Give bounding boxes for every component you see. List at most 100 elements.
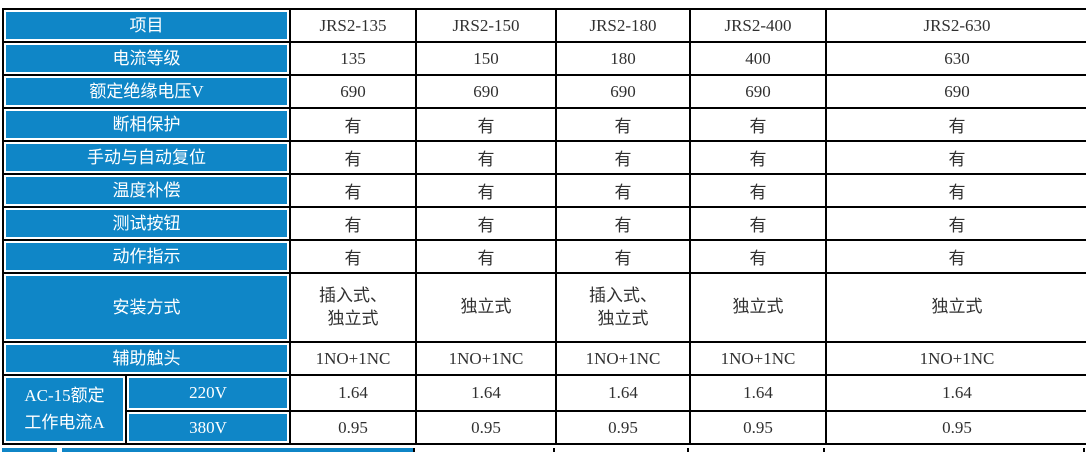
table-row: 额定绝缘电压V 690 690 690 690 690 <box>2 74 1086 109</box>
value-cell: 独立式 <box>415 272 557 343</box>
row-label: 测试按钮 <box>6 210 287 237</box>
value-cell: 有 <box>689 206 827 241</box>
table-row: 温度补偿 有 有 有 有 有 <box>2 173 1086 208</box>
row-label-cell: 手动与自动复位 <box>2 140 291 175</box>
value-cell: 有 <box>825 206 1086 241</box>
cutoff-border-stub <box>823 448 825 452</box>
value-cell: 有 <box>825 173 1086 208</box>
value-cell: 独立式 <box>689 272 827 343</box>
ac15-label-line1: AC-15额定 <box>24 385 105 405</box>
value-cell: 1.64 <box>555 374 691 412</box>
value-cell: 1NO+1NC <box>689 341 827 376</box>
value-cell: 690 <box>415 74 557 109</box>
value-cell: 有 <box>689 239 827 274</box>
value-cell: 有 <box>555 173 691 208</box>
value-cell: 690 <box>289 74 417 109</box>
cutoff-border-stub <box>687 448 689 452</box>
value-cell: 690 <box>689 74 827 109</box>
ac15-group-label-cell: AC-15额定 工作电流A <box>2 374 127 445</box>
table-row: 断相保护 有 有 有 有 有 <box>2 107 1086 142</box>
table-row: 动作指示 有 有 有 有 有 <box>2 239 1086 274</box>
row-label: 安装方式 <box>6 276 287 339</box>
cutoff-border-stub <box>413 448 415 452</box>
column-header: JRS2-180 <box>555 8 691 43</box>
value-cell: 0.95 <box>555 410 691 445</box>
value-cell: 1NO+1NC <box>555 341 691 376</box>
sub-row-label-cell: 380V <box>125 410 291 445</box>
value-cell: 1NO+1NC <box>415 341 557 376</box>
value-cell: 有 <box>555 140 691 175</box>
value-cell: 有 <box>825 107 1086 142</box>
value-cell: 有 <box>289 206 417 241</box>
value-cell: 0.95 <box>289 410 417 445</box>
ac15-group-label: AC-15额定 工作电流A <box>6 378 123 441</box>
row-label: 温度补偿 <box>6 177 287 204</box>
value-cell: 插入式、 独立式 <box>555 272 691 343</box>
value-cell: 有 <box>825 239 1086 274</box>
row-label: 动作指示 <box>6 243 287 270</box>
row-label-cell: 电流等级 <box>2 41 291 76</box>
column-header: JRS2-135 <box>289 8 417 43</box>
table-row: AC-15额定 工作电流A 220V 1.64 1.64 1.64 1.64 1… <box>2 374 1086 445</box>
value-cell: 有 <box>415 140 557 175</box>
cutoff-blue-cell <box>2 448 57 452</box>
row-label-cell: 安装方式 <box>2 272 291 343</box>
value-cell: 有 <box>689 140 827 175</box>
value-cell: 有 <box>555 239 691 274</box>
value-cell: 有 <box>289 140 417 175</box>
ac15-label-line2: 工作电流A <box>24 413 105 433</box>
row-label-cell: 断相保护 <box>2 107 291 142</box>
value-cell: 有 <box>689 107 827 142</box>
cutoff-border-stub <box>553 448 555 452</box>
row-label: 手动与自动复位 <box>6 144 287 171</box>
row-label: 电流等级 <box>6 45 287 72</box>
row-label-cell: 额定绝缘电压V <box>2 74 291 109</box>
value-cell: 135 <box>289 41 417 76</box>
table-row: 380V 0.95 0.95 0.95 0.95 0.95 <box>3 410 1086 445</box>
value-cell: 有 <box>825 140 1086 175</box>
row-label-cell: 辅助触头 <box>2 341 291 376</box>
value-cell: 690 <box>825 74 1086 109</box>
value-cell: 0.95 <box>689 410 827 445</box>
value-cell: 150 <box>415 41 557 76</box>
row-label-cell: 动作指示 <box>2 239 291 274</box>
table-row: 辅助触头 1NO+1NC 1NO+1NC 1NO+1NC 1NO+1NC 1NO… <box>2 341 1086 376</box>
column-header: JRS2-630 <box>825 8 1086 43</box>
value-cell: 1.64 <box>289 374 417 412</box>
value-cell: 有 <box>415 107 557 142</box>
value-cell: 有 <box>289 107 417 142</box>
value-cell: 有 <box>289 173 417 208</box>
header-row: 项目 JRS2-135 JRS2-150 JRS2-180 JRS2-400 J… <box>2 8 1086 43</box>
value-cell: 独立式 <box>825 272 1086 343</box>
row-label: 辅助触头 <box>6 345 287 372</box>
sub-row-label: 380V <box>129 414 287 441</box>
table-row: 电流等级 135 150 180 400 630 <box>2 41 1086 76</box>
value-cell: 有 <box>415 239 557 274</box>
table-row: 安装方式 插入式、 独立式 独立式 插入式、 独立式 独立式 独立式 <box>2 272 1086 343</box>
value-cell: 630 <box>825 41 1086 76</box>
value-cell: 有 <box>555 107 691 142</box>
cutoff-blue-cell <box>62 448 413 452</box>
header-label-cell: 项目 <box>2 8 291 43</box>
sub-row-label-cell: 220V <box>125 374 291 412</box>
row-label-cell: 温度补偿 <box>2 173 291 208</box>
cutoff-next-row <box>2 448 1085 452</box>
column-header: JRS2-150 <box>415 8 557 43</box>
value-cell: 1.64 <box>825 374 1086 412</box>
value-cell: 插入式、 独立式 <box>289 272 417 343</box>
value-cell: 1.64 <box>689 374 827 412</box>
row-label: 断相保护 <box>6 111 287 138</box>
row-label-cell: 测试按钮 <box>2 206 291 241</box>
value-cell: 有 <box>555 206 691 241</box>
table-row: 测试按钮 有 有 有 有 有 <box>2 206 1086 241</box>
sub-row-label: 220V <box>129 378 287 408</box>
spec-table: 项目 JRS2-135 JRS2-150 JRS2-180 JRS2-400 J… <box>2 8 1086 445</box>
row-label: 额定绝缘电压V <box>6 78 287 105</box>
value-cell: 1.64 <box>415 374 557 412</box>
value-cell: 1NO+1NC <box>289 341 417 376</box>
table-row: 手动与自动复位 有 有 有 有 有 <box>2 140 1086 175</box>
cutoff-border-stub <box>1083 448 1085 452</box>
value-cell: 180 <box>555 41 691 76</box>
value-cell: 0.95 <box>415 410 557 445</box>
